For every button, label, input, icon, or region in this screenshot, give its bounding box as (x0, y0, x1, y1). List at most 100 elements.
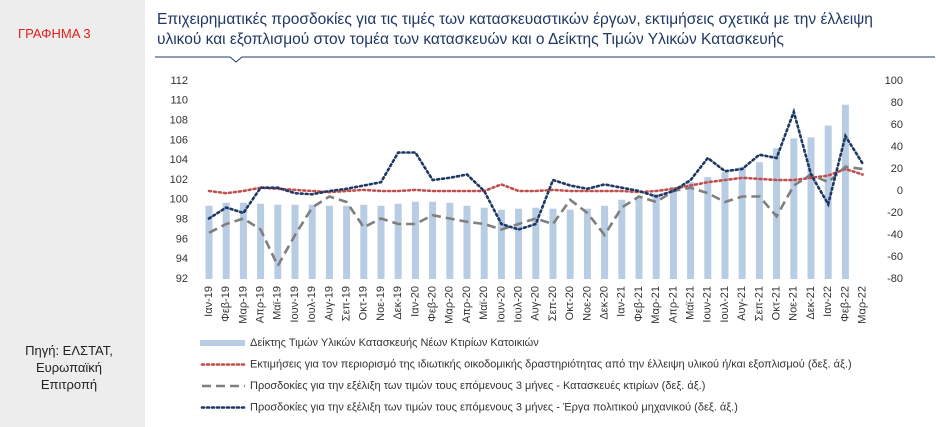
bar (497, 209, 505, 279)
y-tick-label: 110 (170, 95, 188, 107)
sidebar: ΓΡΑΦΗΜΑ 3 Πηγή: ΕΛΣΤΑΤ, Ευρωπαϊκή Επιτρο… (0, 0, 145, 427)
y-tick-label: 94 (176, 253, 188, 265)
y2-tick-label: -60 (887, 251, 903, 263)
bar (755, 162, 763, 279)
legend-label: Προσδοκίες για την εξέλιξη των τιμών του… (250, 380, 705, 392)
y2-tick-label: 0 (897, 185, 903, 197)
bar (618, 199, 626, 279)
x-tick-label: Φεβ-21 (633, 286, 645, 322)
y2-tick-label: 20 (891, 163, 903, 175)
line (208, 165, 863, 269)
y-tick-label: 98 (176, 214, 188, 226)
x-tick-label: Απρ-20 (461, 286, 473, 323)
x-tick-label: Ιουν-21 (702, 286, 714, 323)
x-tick-label: Ιαν-20 (409, 286, 421, 317)
x-tick-label: Αυγ-20 (530, 286, 542, 321)
x-tick-label: Μαρ-20 (444, 286, 456, 324)
x-tick-label: Οκτ-19 (358, 286, 370, 320)
x-tick-label: Μαϊ-19 (272, 286, 284, 320)
bar (446, 202, 454, 279)
bar (239, 202, 247, 279)
x-tick-label: Φεβ-19 (220, 286, 232, 322)
x-tick-label: Απρ-19 (255, 286, 267, 323)
bar (394, 203, 402, 279)
bar (222, 202, 230, 279)
y2-tick-label: 40 (891, 141, 903, 153)
x-tick-label: Νοε-21 (788, 286, 800, 321)
bar (429, 201, 437, 279)
x-tick-label: Σεπ-20 (547, 286, 559, 321)
x-tick-label: Ιουλ-19 (306, 286, 318, 323)
bar (841, 104, 849, 279)
x-tick-label: Μαρ-22 (857, 286, 869, 324)
legend-label: Δείκτης Τιμών Υλικών Κατασκευής Νέων Κτι… (250, 337, 539, 349)
title-rule (155, 56, 935, 63)
bar (515, 208, 523, 279)
bar (601, 205, 609, 279)
bar (635, 197, 643, 279)
legend-label: Προσδοκίες για την εξέλιξη των τιμών του… (250, 401, 738, 413)
bar (687, 181, 695, 279)
bar (360, 204, 368, 279)
x-tick-label: Οκτ-20 (564, 286, 576, 320)
x-tick-label: Σεπ-19 (341, 286, 353, 321)
bar (807, 137, 815, 279)
legend-label: Εκτιμήσεις για τον περιορισμό της ιδιωτι… (250, 358, 852, 370)
bar (411, 201, 419, 279)
x-tick-label: Ιουν-19 (289, 286, 301, 323)
y-tick-label: 104 (170, 154, 188, 166)
x-tick-label: Νοε-20 (581, 286, 593, 321)
x-tick-label: Δεκ-19 (392, 286, 404, 320)
x-tick-label: Οκτ-21 (771, 286, 783, 320)
bar (325, 205, 333, 279)
bar (343, 205, 351, 279)
bar (721, 172, 729, 279)
y2-tick-label: -40 (887, 229, 903, 241)
x-tick-label: Αυγ-19 (323, 286, 335, 321)
x-tick-label: Μαϊ-21 (685, 286, 697, 320)
line (207, 167, 864, 195)
x-tick-label: Νοε-19 (375, 286, 387, 321)
x-tick-label: Φεβ-22 (839, 286, 851, 322)
x-tick-label: Ιουν-20 (495, 286, 507, 323)
bar (738, 167, 746, 279)
bar (308, 204, 316, 279)
bar (274, 204, 282, 279)
x-tick-label: Φεβ-20 (427, 286, 439, 322)
bar (257, 203, 265, 279)
x-tick-label: Μαϊ-20 (478, 286, 490, 320)
x-tick-label: Δεκ-21 (805, 286, 817, 320)
bar (566, 209, 574, 279)
y2-tick-label: 60 (891, 119, 903, 131)
y-tick-label: 102 (170, 174, 188, 186)
x-tick-label: Ιαν-22 (822, 286, 834, 317)
y2-tick-label: -20 (887, 207, 903, 219)
legend-swatch (200, 340, 245, 346)
x-tick-label: Αυγ-21 (736, 286, 748, 321)
y-tick-label: 96 (176, 233, 188, 245)
x-tick-label: Ιαν-19 (203, 286, 215, 317)
bar (463, 205, 471, 279)
y-tick-label: 108 (170, 115, 188, 127)
bar (583, 208, 591, 279)
bar (480, 207, 488, 279)
line (207, 107, 864, 231)
bar (532, 207, 540, 279)
x-tick-label: Σεπ-21 (753, 286, 765, 321)
figure-label: ΓΡΑΦΗΜΑ 3 (18, 26, 91, 41)
y-tick-label: 112 (170, 75, 188, 87)
bar (704, 177, 712, 279)
x-tick-label: Ιουλ-21 (719, 286, 731, 323)
bar (790, 138, 798, 279)
bar (549, 208, 557, 279)
bar (652, 193, 660, 279)
source: Πηγή: ΕΛΣΤΑΤ, Ευρωπαϊκή Επιτροπή (25, 343, 113, 392)
bar (205, 205, 213, 279)
bar (291, 204, 299, 279)
bar (669, 186, 677, 279)
y2-tick-label: 80 (891, 97, 903, 109)
x-tick-label: Ιουλ-20 (513, 286, 525, 323)
chart-title: Επιχειρηματικές προσδοκίες για τις τιμές… (157, 11, 873, 48)
